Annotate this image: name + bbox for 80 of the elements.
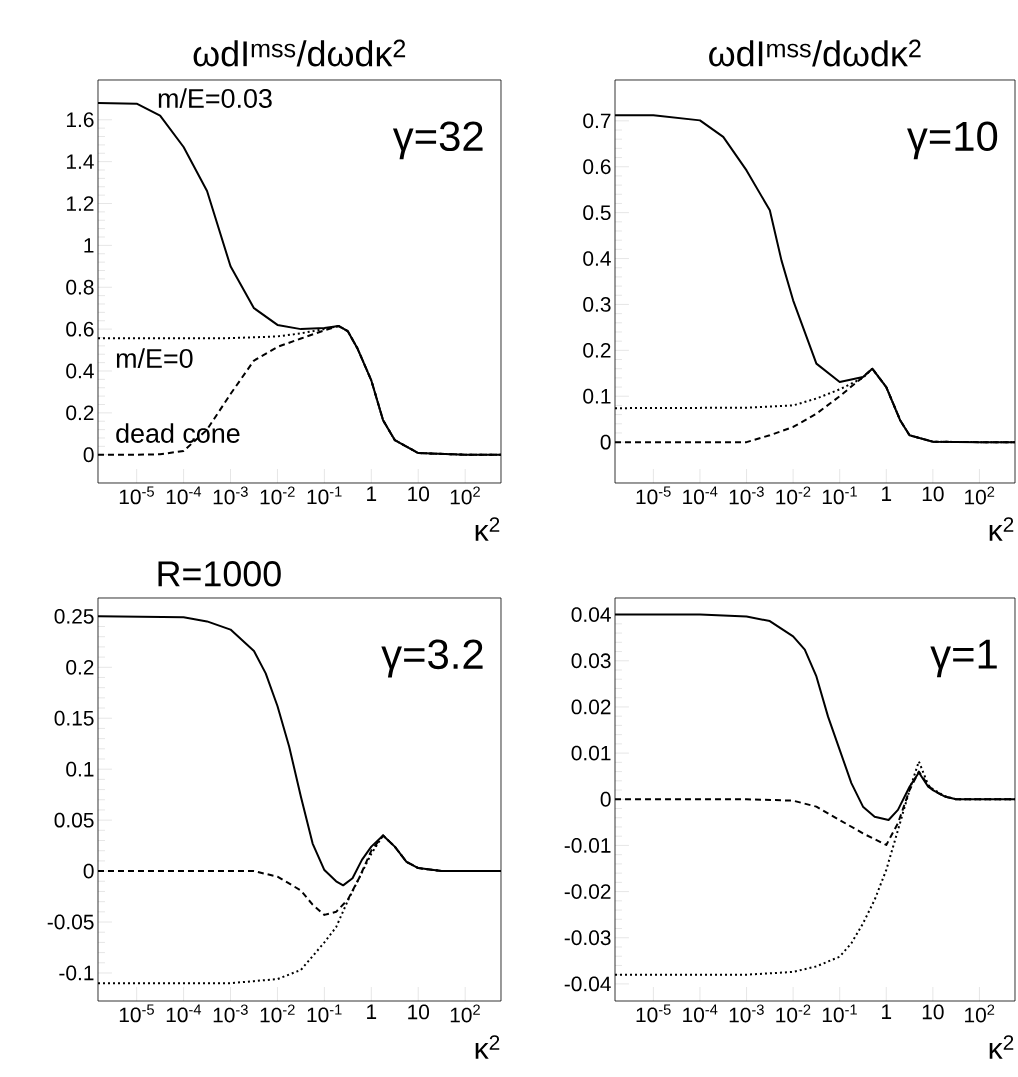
x-tick-label: 10$^{2}$ [450, 486, 480, 505]
x-tick-label: 10 [408, 1004, 430, 1020]
x-tick-label: 10$^{-1}$ [307, 1004, 342, 1023]
x-axis-title: κ$^{2}$ [475, 1035, 500, 1059]
y-tick-label: 0.8 [66, 279, 94, 295]
y-tick-label: 0.2 [583, 342, 611, 358]
y-tick-label: -0.03 [564, 930, 611, 946]
y-tick-label: -0.02 [564, 884, 611, 899]
x-tick-label: 10$^{-2}$ [260, 1004, 295, 1023]
y-tick-label: 1.6 [66, 112, 94, 128]
y-tick-label: 0.01 [571, 745, 611, 761]
x-tick-label: 10$^{-1}$ [822, 1004, 857, 1023]
x-tick-label: 10$^{-4}$ [166, 486, 202, 505]
x-tick-label: 10$^{-3}$ [729, 486, 764, 505]
x-tick-label: 1 [367, 1004, 377, 1019]
x-tick-label: 10 [922, 486, 944, 502]
chart-title: R=1000 [158, 561, 281, 587]
y-tick-label: 0 [600, 791, 611, 807]
y-tick-label: 0.6 [66, 321, 94, 337]
y-tick-label: -0.05 [47, 914, 94, 930]
chart-title: ωdI$^{mss}$/dωdκ$^{2}$ [193, 39, 406, 67]
x-tick-label: 10$^{-5}$ [636, 1004, 671, 1023]
y-tick-label: 0.03 [571, 653, 611, 669]
y-tick-label: 0.4 [66, 363, 94, 379]
chart-title: ωdI$^{mss}$/dωdκ$^{2}$ [709, 39, 921, 67]
y-tick-label: 0.7 [583, 113, 611, 129]
annotation: γ=10 [907, 121, 998, 160]
y-tick-label: 1.4 [66, 154, 94, 169]
x-tick-label: 10$^{-2}$ [776, 1004, 811, 1023]
y-tick-label: 0.2 [66, 405, 94, 421]
y-tick-label: 0.3 [583, 297, 611, 312]
y-tick-label: 0.6 [583, 159, 611, 175]
x-tick-label: 10$^{-1}$ [822, 486, 857, 505]
annotation: m/E=0.03 [158, 88, 272, 108]
y-tick-label: 1.2 [66, 196, 94, 211]
y-tick-label: 0.2 [66, 659, 94, 675]
x-tick-label: 10$^{-5}$ [119, 1004, 154, 1023]
x-tick-label: 10$^{-4}$ [683, 1004, 718, 1023]
y-tick-label: 0 [600, 434, 611, 450]
x-tick-label: 10$^{-2}$ [776, 486, 811, 505]
y-tick-label: 0.15 [54, 710, 94, 726]
x-axis-title: κ$^{2}$ [989, 517, 1014, 541]
annotation: dead cone [116, 423, 240, 443]
y-tick-label: 0.1 [583, 388, 611, 404]
y-tick-label: 0.25 [54, 608, 94, 624]
x-tick-label: 10$^{-5}$ [119, 486, 154, 505]
annotation: γ=1 [930, 639, 997, 678]
y-tick-label: 0.02 [571, 699, 611, 715]
y-tick-label: 0.04 [571, 607, 611, 623]
y-tick-label: -0.04 [564, 976, 611, 992]
x-axis-title: κ$^{2}$ [989, 1035, 1014, 1059]
y-tick-label: 0.4 [583, 251, 611, 266]
x-tick-label: 10$^{-3}$ [729, 1004, 764, 1023]
y-tick-label: 0 [83, 863, 94, 879]
x-tick-label: 10$^{-1}$ [307, 486, 342, 505]
x-tick-label: 10 [922, 1004, 944, 1020]
x-tick-label: 10$^{2}$ [450, 1004, 480, 1023]
annotation: γ=32 [392, 121, 483, 160]
annotation: m/E=0 [116, 348, 193, 368]
x-tick-label: 10$^{-4}$ [683, 486, 718, 505]
y-tick-label: 0.05 [54, 812, 94, 828]
x-tick-label: 10 [408, 486, 430, 502]
y-tick-label: 1 [84, 238, 94, 253]
x-tick-label: 1 [882, 486, 892, 501]
x-tick-label: 1 [882, 1004, 892, 1019]
x-tick-label: 10$^{2}$ [965, 486, 995, 505]
y-tick-label: 0.5 [583, 205, 611, 221]
x-tick-label: 10$^{-3}$ [213, 486, 248, 505]
y-tick-label: 0.1 [66, 761, 94, 777]
x-tick-label: 10$^{-2}$ [260, 486, 295, 505]
y-tick-label: -0.1 [59, 965, 94, 981]
y-tick-label: -0.01 [564, 838, 611, 853]
x-tick-label: 10$^{-5}$ [636, 486, 671, 505]
x-tick-label: 1 [367, 486, 377, 501]
x-tick-label: 10$^{-4}$ [166, 1004, 202, 1023]
y-tick-label: 0 [83, 447, 94, 463]
x-tick-label: 10$^{2}$ [965, 1004, 995, 1023]
annotation: γ=3.2 [381, 639, 483, 678]
x-tick-label: 10$^{-3}$ [213, 1004, 248, 1023]
x-axis-title: κ$^{2}$ [475, 517, 500, 541]
